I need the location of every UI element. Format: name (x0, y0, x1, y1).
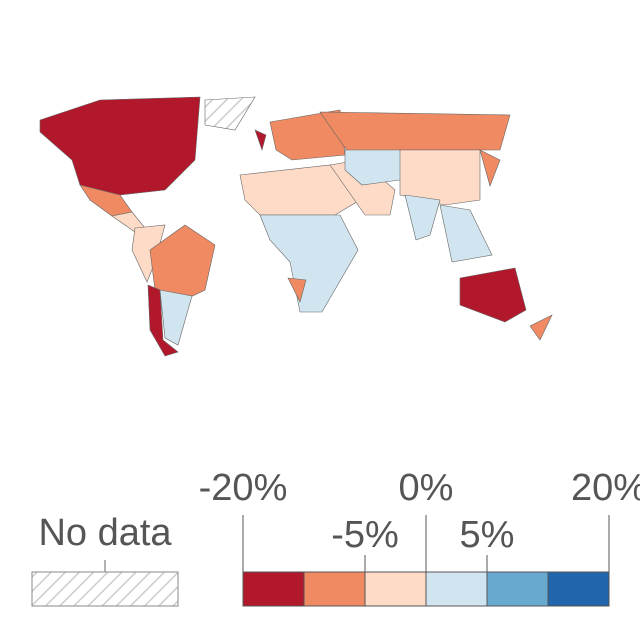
legend-tick-label: -20% (199, 467, 288, 509)
china (399, 149, 481, 206)
australia (459, 267, 527, 323)
russia (319, 111, 511, 156)
greenland (204, 96, 256, 131)
argentina (159, 289, 193, 346)
uk (254, 129, 267, 152)
legend-tick-label: 0% (399, 467, 454, 509)
legend: -20% -5%0%5% 20% (199, 467, 640, 607)
legend-swatch (547, 571, 610, 607)
no-data-swatch (31, 571, 179, 607)
japan (479, 149, 501, 187)
legend-swatch (242, 571, 305, 607)
south-africa (259, 214, 359, 313)
legend-swatch (486, 571, 549, 607)
no-data-label: No data (38, 512, 172, 554)
namibia (287, 277, 307, 303)
world-map (39, 96, 553, 357)
legend-swatch (425, 571, 488, 607)
new-zealand (529, 314, 553, 341)
legend-swatch (303, 571, 366, 607)
legend-tick-label: 5% (460, 514, 515, 556)
legend-swatch (364, 571, 427, 607)
legend-tick-label: -5% (331, 514, 399, 556)
legend-tick-label: 20% (571, 467, 640, 509)
southeast-asia (439, 204, 493, 263)
india (404, 194, 441, 241)
north-america (39, 96, 201, 196)
south-america-west (131, 224, 166, 283)
